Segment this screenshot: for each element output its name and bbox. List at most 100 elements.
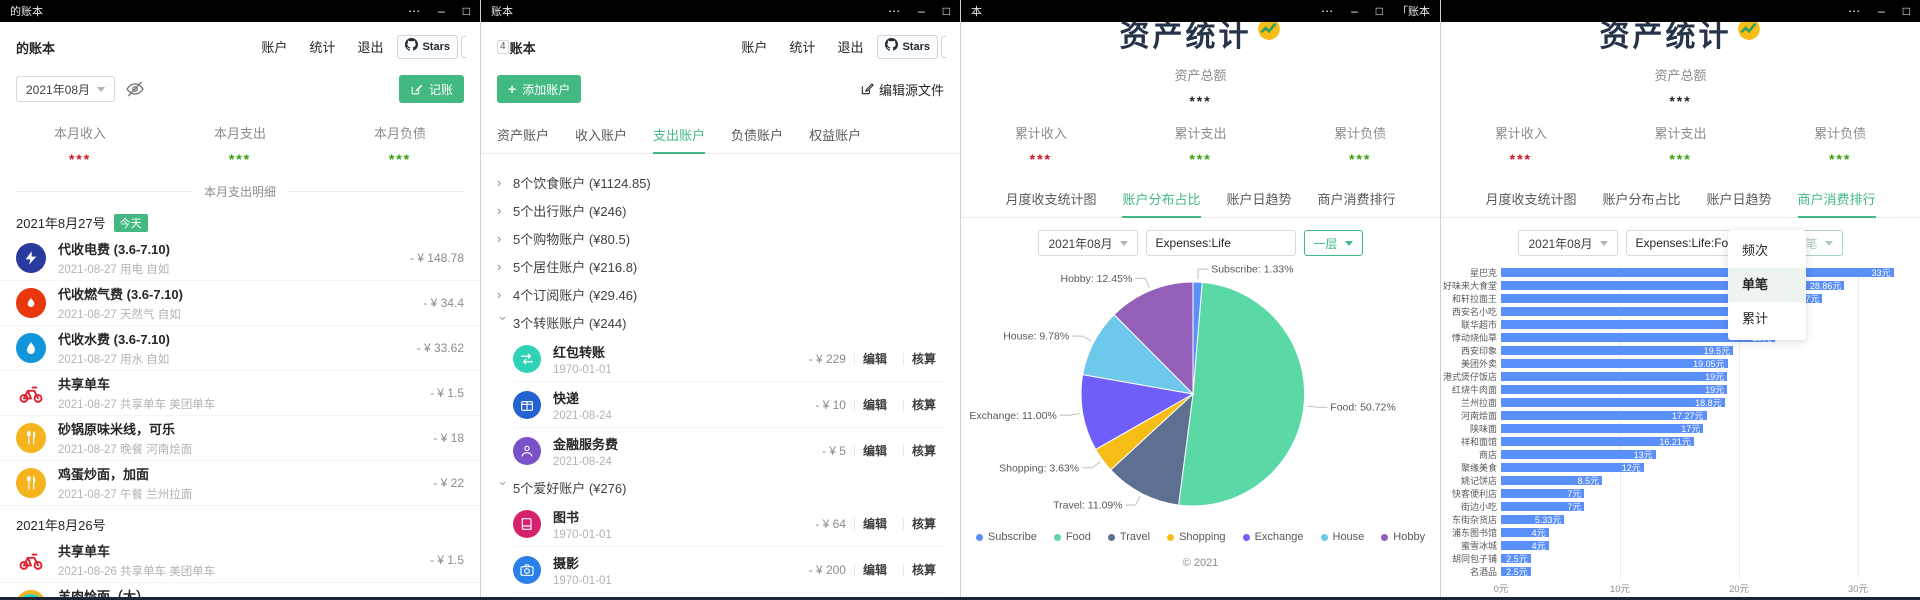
action-edit[interactable]: 编辑 bbox=[862, 444, 887, 458]
bar-胡同包子铺[interactable]: 2.5元 bbox=[1501, 554, 1531, 564]
account-row[interactable]: 红包转账 1970-01-01 - ¥ 229 编辑 核算 bbox=[513, 336, 944, 382]
tab-account-type-3[interactable]: 负债账户 bbox=[731, 128, 784, 143]
account-filter-input[interactable]: Expenses:Life bbox=[1145, 230, 1296, 256]
action-audit[interactable]: 核算 bbox=[911, 398, 936, 412]
tab-stats-1[interactable]: 账户分布占比 bbox=[1122, 181, 1201, 218]
bar-河南烩面[interactable]: 17.27元 bbox=[1501, 411, 1707, 421]
account-group-item[interactable]: › 3个转账账户 (¥244) bbox=[496, 308, 944, 336]
minimize-icon[interactable]: – bbox=[1351, 4, 1358, 18]
maximize-icon[interactable]: □ bbox=[1902, 4, 1910, 18]
action-edit[interactable]: 编辑 bbox=[862, 398, 887, 412]
transaction-row[interactable]: 代收电费 (3.6-7.10) 2021-08-27 用电 自如 - ¥ 148.7… bbox=[0, 236, 480, 281]
mode-option-单笔[interactable]: 单笔 bbox=[1728, 268, 1806, 302]
tab-stats-3[interactable]: 商户消费排行 bbox=[1797, 181, 1876, 218]
bar-兰州拉面[interactable]: 18.8元 bbox=[1501, 398, 1725, 408]
window-menu-icon[interactable]: ⋯ bbox=[1848, 4, 1861, 18]
tab-stats-0[interactable]: 月度收支统计图 bbox=[1005, 192, 1097, 207]
bar-好味来大食堂[interactable]: 28.86元 bbox=[1501, 281, 1845, 291]
minimize-icon[interactable]: – bbox=[1878, 4, 1885, 18]
bar-西安印象[interactable]: 19.5元 bbox=[1501, 346, 1734, 356]
bar-聚缘美食[interactable]: 12元 bbox=[1501, 463, 1644, 473]
tab-account-type-2[interactable]: 支出账户 bbox=[653, 117, 706, 154]
legend-item-House[interactable]: House bbox=[1320, 531, 1364, 543]
pie-slice-Food[interactable] bbox=[1178, 281, 1306, 507]
account-group-item[interactable]: › 5个爱好账户 (¥276) bbox=[496, 473, 944, 501]
account-group-item[interactable]: › 5个出行账户 (¥246) bbox=[497, 196, 944, 224]
month-select[interactable]: 2021年08月 bbox=[16, 76, 116, 102]
account-group-item[interactable]: › 5个购物账户 (¥80.5) bbox=[497, 224, 944, 252]
bar-和轩拉面王[interactable]: 27元 bbox=[1501, 294, 1823, 304]
action-edit[interactable]: 编辑 bbox=[862, 352, 887, 366]
bar-红烧牛肉面[interactable]: 19元 bbox=[1501, 385, 1728, 395]
bar-蜜雪冰城[interactable]: 4元 bbox=[1501, 541, 1549, 551]
account-row[interactable]: 图书 1970-01-01 - ¥ 64 编辑 核算 bbox=[513, 501, 944, 547]
nav-link-2[interactable]: 退出 bbox=[837, 40, 864, 55]
bar-祥和面馆[interactable]: 16.21元 bbox=[1501, 437, 1694, 447]
pie-slice-Hobby[interactable] bbox=[1113, 281, 1194, 396]
transaction-row[interactable]: 共享单车 2021-08-27 共享单车 美团单车 - ¥ 1.5 bbox=[0, 371, 480, 416]
transaction-row[interactable]: 代收燃气费 (3.6-7.10) 2021-08-27 天然气 自如 - ¥ 34.… bbox=[0, 281, 480, 326]
transaction-row[interactable]: 鸡蛋炒面，加面 2021-08-27 午餐 兰州拉面 - ¥ 22 bbox=[0, 461, 480, 506]
maximize-icon[interactable]: □ bbox=[462, 4, 470, 18]
eye-off-icon[interactable] bbox=[125, 79, 145, 99]
window-menu-icon[interactable]: ⋯ bbox=[1321, 4, 1334, 18]
month-select[interactable]: 2021年08月 bbox=[1038, 230, 1138, 256]
bar-浦东图书馆[interactable]: 4元 bbox=[1501, 528, 1549, 538]
bar-姚记饼店[interactable]: 8.5元 bbox=[1501, 476, 1603, 486]
transaction-row[interactable]: 共享单车 2021-08-26 共享单车 美团单车 - ¥ 1.5 bbox=[0, 538, 480, 583]
minimize-icon[interactable]: – bbox=[918, 4, 925, 18]
action-audit[interactable]: 核算 bbox=[911, 517, 936, 531]
bar-街边小吃[interactable]: 7元 bbox=[1501, 502, 1585, 512]
record-button[interactable]: 记账 bbox=[398, 75, 464, 103]
bar-陕味面[interactable]: 17元 bbox=[1501, 424, 1704, 434]
window-menu-icon[interactable]: ⋯ bbox=[408, 4, 421, 18]
tab-account-type-1[interactable]: 收入账户 bbox=[575, 128, 628, 143]
legend-item-Shopping[interactable]: Shopping bbox=[1167, 531, 1226, 543]
mode-option-频次[interactable]: 频次 bbox=[1742, 243, 1769, 258]
github-stars-button[interactable]: Stars bbox=[877, 35, 938, 59]
action-audit[interactable]: 核算 bbox=[911, 563, 936, 577]
transaction-row[interactable]: 代收水费 (3.6-7.10) 2021-08-27 用水 自如 - ¥ 33.62 bbox=[0, 326, 480, 371]
maximize-icon[interactable]: □ bbox=[1375, 4, 1383, 18]
legend-item-Food[interactable]: Food bbox=[1053, 531, 1091, 543]
window-menu-icon[interactable]: ⋯ bbox=[888, 4, 901, 18]
legend-item-Travel[interactable]: Travel bbox=[1107, 531, 1150, 543]
action-edit[interactable]: 编辑 bbox=[862, 563, 887, 577]
account-group-item[interactable]: › 5个居住账户 (¥216.8) bbox=[497, 252, 944, 280]
nav-link-0[interactable]: 账户 bbox=[261, 40, 288, 55]
account-row[interactable]: 金融服务费 2021-08-24 - ¥ 5 编辑 核算 bbox=[513, 428, 944, 473]
tab-stats-0[interactable]: 月度收支统计图 bbox=[1485, 192, 1577, 207]
minimize-icon[interactable]: – bbox=[438, 4, 445, 18]
nav-link-0[interactable]: 账户 bbox=[741, 40, 768, 55]
tab-account-type-0[interactable]: 资产账户 bbox=[497, 128, 550, 143]
bar-港式煲仔饭店[interactable]: 19元 bbox=[1501, 372, 1728, 382]
maximize-icon[interactable]: □ bbox=[942, 4, 950, 18]
nav-link-2[interactable]: 退出 bbox=[357, 40, 384, 55]
github-stars-button[interactable]: Stars bbox=[397, 35, 458, 59]
account-group-item[interactable]: › 8个饮食账户 (¥1124.85) bbox=[497, 168, 944, 196]
bar-名酒品[interactable]: 2.5元 bbox=[1501, 567, 1531, 577]
nav-link-1[interactable]: 统计 bbox=[789, 40, 816, 55]
bar-快客便利店[interactable]: 7元 bbox=[1501, 489, 1585, 499]
level-select[interactable]: 一层 bbox=[1303, 230, 1363, 256]
month-select[interactable]: 2021年08月 bbox=[1518, 230, 1618, 256]
action-edit[interactable]: 编辑 bbox=[862, 517, 887, 531]
legend-item-Exchange[interactable]: Exchange bbox=[1242, 531, 1304, 543]
tab-stats-1[interactable]: 账户分布占比 bbox=[1602, 192, 1681, 207]
tab-account-type-4[interactable]: 权益账户 bbox=[809, 128, 862, 143]
account-row[interactable]: 快递 2021-08-24 - ¥ 10 编辑 核算 bbox=[513, 382, 944, 428]
action-audit[interactable]: 核算 bbox=[911, 444, 936, 458]
edit-source-button[interactable]: 编辑源文件 bbox=[860, 80, 944, 99]
legend-item-Subscribe[interactable]: Subscribe bbox=[975, 531, 1037, 543]
pie-slice-Exchange[interactable] bbox=[1080, 374, 1195, 451]
action-audit[interactable]: 核算 bbox=[911, 352, 936, 366]
nav-link-1[interactable]: 统计 bbox=[309, 40, 336, 55]
tab-stats-3[interactable]: 商户消费排行 bbox=[1317, 192, 1396, 207]
add-account-button[interactable]: + 添加账户 bbox=[497, 75, 582, 103]
mode-option-累计[interactable]: 累计 bbox=[1742, 311, 1769, 326]
account-group-item[interactable]: › 4个订阅账户 (¥29.46) bbox=[497, 280, 944, 308]
account-row[interactable]: 摄影 1970-01-01 - ¥ 200 编辑 核算 bbox=[513, 547, 944, 593]
tab-stats-2[interactable]: 账户日趋势 bbox=[1706, 192, 1772, 207]
bar-星巴克[interactable]: 33元 bbox=[1501, 268, 1894, 278]
bar-商店[interactable]: 13元 bbox=[1501, 450, 1656, 460]
